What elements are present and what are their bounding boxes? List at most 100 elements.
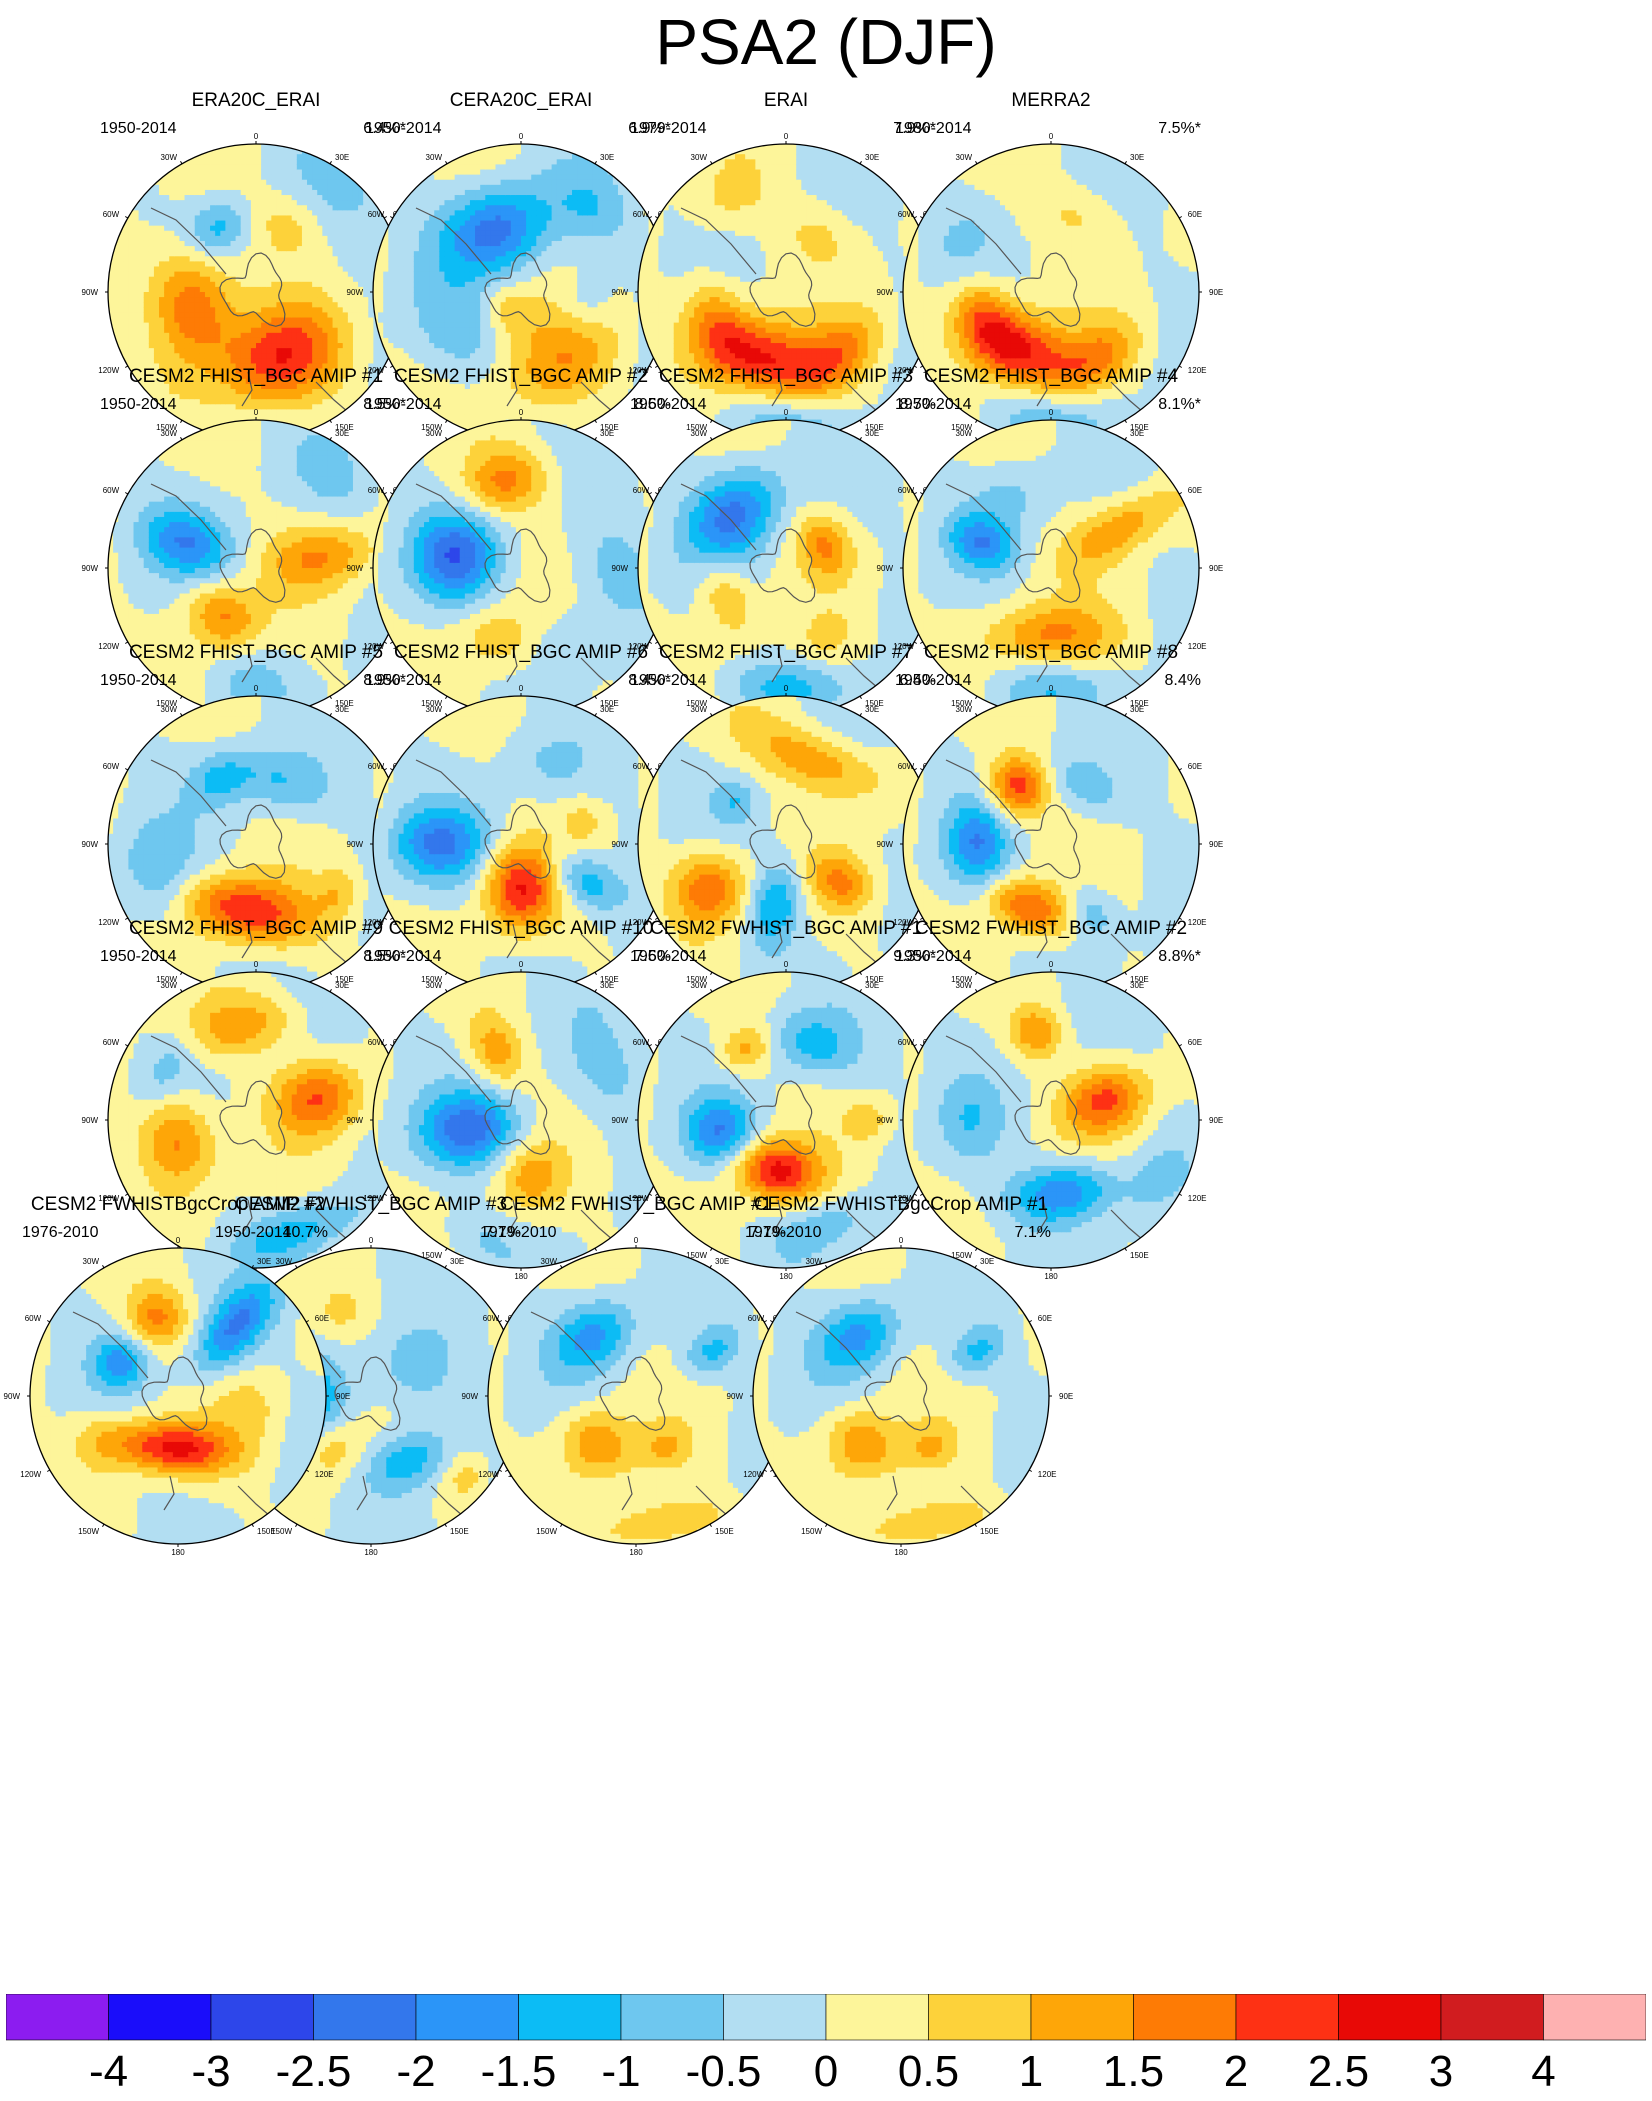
contour-cell (225, 353, 232, 359)
contour-cell (418, 394, 425, 400)
contour-cell (276, 246, 283, 252)
contour-cell (485, 343, 491, 349)
contour-cell (541, 144, 548, 150)
contour-cell (301, 266, 308, 273)
contour-cell (281, 332, 288, 339)
contour-cell (480, 286, 486, 293)
contour-cell (164, 195, 170, 201)
contour-cell (439, 246, 446, 252)
contour-cell (148, 261, 155, 268)
contour-cell (485, 378, 491, 385)
contour-cell (373, 327, 380, 334)
contour-cell (582, 327, 588, 334)
contour-cell (215, 414, 221, 421)
contour-cell (123, 256, 130, 262)
contour-cell (128, 337, 135, 344)
contour-cell (281, 205, 288, 211)
contour-cell (393, 353, 400, 359)
contour-cell (505, 353, 512, 359)
contour-cell (464, 200, 471, 206)
contour-cell (459, 266, 466, 273)
contour-cell (194, 394, 201, 400)
contour-cell (276, 169, 283, 176)
contour-cell (245, 149, 252, 155)
contour-cell (413, 200, 420, 206)
contour-cell (434, 399, 440, 405)
contour-cell (291, 149, 298, 155)
contour-cell (189, 297, 196, 303)
contour-cell (174, 210, 181, 217)
contour-cell (475, 343, 481, 349)
contour-cell (429, 271, 435, 278)
contour-cell (245, 195, 252, 201)
contour-cell (271, 271, 278, 278)
contour-cell (485, 322, 491, 329)
contour-cell (189, 383, 196, 390)
contour-cell (521, 332, 527, 339)
contour-cell (266, 337, 272, 344)
contour-cell (169, 307, 175, 314)
contour-cell (276, 394, 283, 400)
contour-cell (500, 164, 507, 171)
contour-cell (566, 348, 573, 354)
contour-cell (261, 220, 267, 227)
contour-cell (179, 322, 186, 329)
contour-cell (327, 358, 334, 365)
contour-cell (582, 235, 588, 242)
contour-cell (296, 271, 303, 278)
contour-cell (464, 337, 471, 344)
contour-cell (577, 358, 583, 365)
contour-cell (164, 271, 170, 278)
contour-cell (286, 312, 293, 319)
contour-cell (138, 322, 145, 329)
contour-cell (184, 225, 191, 232)
contour-cell (368, 358, 374, 365)
contour-cell (235, 363, 242, 370)
contour-cell (327, 205, 334, 211)
contour-cell (459, 378, 466, 385)
contour-cell (220, 235, 226, 242)
contour-cell (256, 394, 262, 400)
contour-cell (235, 220, 242, 227)
contour-cell (526, 276, 532, 283)
contour-cell (138, 337, 145, 344)
contour-cell (204, 343, 211, 349)
contour-cell (240, 394, 247, 400)
contour-cell (199, 281, 206, 288)
contour-cell (490, 215, 497, 222)
contour-cell (159, 266, 165, 273)
contour-cell (123, 343, 130, 349)
contour-cell (429, 251, 435, 257)
contour-cell (469, 327, 476, 334)
contour-cell (388, 225, 395, 232)
contour-cell (174, 378, 181, 385)
contour-cell (128, 317, 135, 324)
contour-cell (459, 210, 466, 217)
contour-cell (138, 200, 145, 206)
contour-cell (515, 159, 522, 166)
contour-cell (240, 343, 247, 349)
contour-cell (245, 363, 252, 370)
contour-cell (159, 302, 165, 308)
contour-cell (307, 312, 313, 319)
contour-cell (480, 195, 486, 201)
contour-cell (327, 281, 334, 288)
contour-cell (337, 286, 344, 293)
contour-cell (449, 307, 456, 314)
contour-cell (439, 302, 446, 308)
contour-cell (301, 414, 308, 421)
contour-cell (495, 399, 502, 405)
contour-cell (521, 225, 527, 232)
contour-cell (123, 358, 130, 365)
contour-cell (189, 302, 196, 308)
contour-cell (210, 164, 216, 171)
contour-cell (184, 404, 191, 410)
contour-cell (577, 343, 583, 349)
contour-cell (266, 353, 272, 359)
contour-cell (312, 394, 318, 400)
contour-cell (500, 322, 507, 329)
contour-cell (454, 399, 461, 405)
contour-cell (541, 353, 548, 359)
contour-cell (286, 414, 293, 421)
contour-cell (485, 312, 491, 319)
